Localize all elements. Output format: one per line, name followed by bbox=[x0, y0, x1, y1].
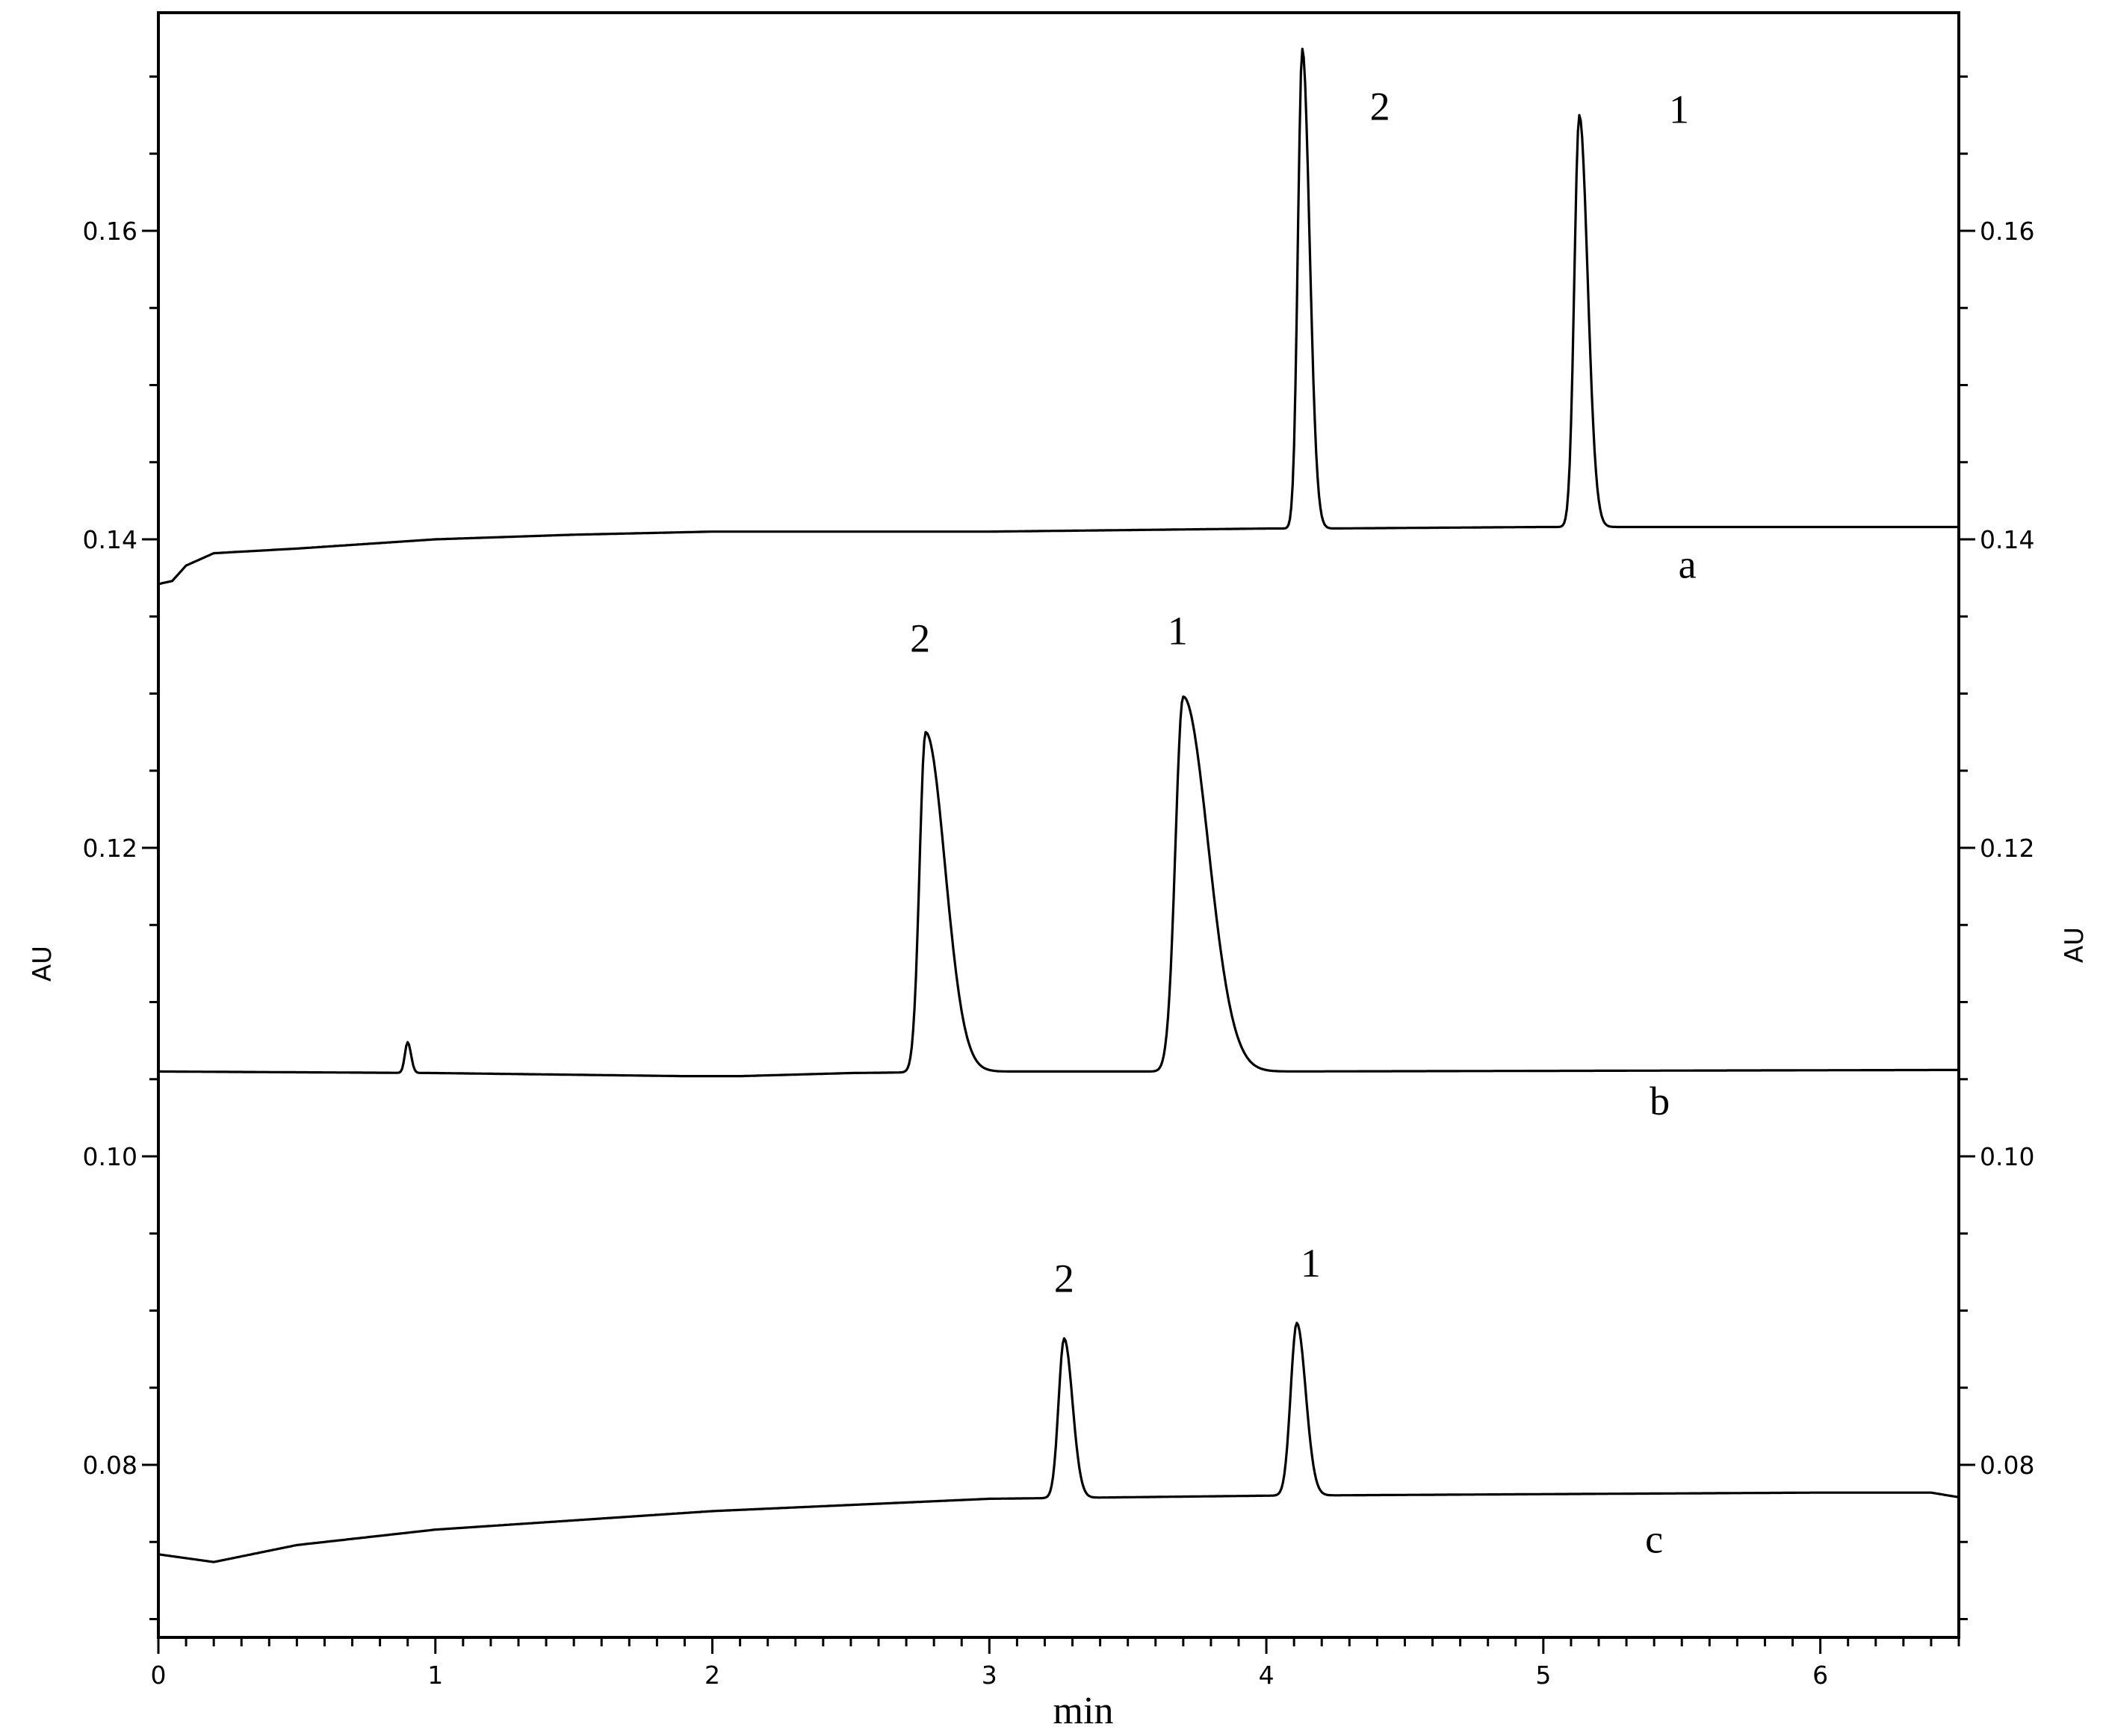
peak-number-label: 1 bbox=[1301, 1241, 1321, 1286]
peak-number-label: 1 bbox=[1168, 608, 1188, 653]
trace-a bbox=[158, 47, 1959, 586]
x-axis-title: min bbox=[1053, 1690, 1114, 1732]
labels: 0 1 2 3 4 5 6 0.08 0.10 0.12 0.14 0.16 0.08 0.10 0.12 0… bbox=[83, 84, 2035, 1690]
peak-number-label: 2 bbox=[1370, 84, 1390, 128]
trace-c bbox=[158, 1321, 1960, 1563]
peak-number-label: 2 bbox=[910, 616, 930, 661]
x-tick-label: 0 bbox=[151, 1661, 167, 1690]
y-left-tick-label: 0.14 bbox=[83, 525, 137, 554]
y-axis-title-right: AU bbox=[2060, 927, 2090, 963]
x-tick-label: 5 bbox=[1535, 1661, 1551, 1690]
y-right-tick-label: 0.12 bbox=[1980, 834, 2034, 863]
peak-number-label: 2 bbox=[1054, 1256, 1074, 1301]
y-left-tick-label: 0.08 bbox=[83, 1451, 137, 1480]
trace-label-c: c bbox=[1645, 1517, 1663, 1562]
traces bbox=[158, 47, 1960, 1563]
y-right-tick-label: 0.16 bbox=[1980, 217, 2034, 246]
y-right-tick-label: 0.10 bbox=[1980, 1142, 2034, 1171]
y-left-tick-label: 0.10 bbox=[83, 1142, 137, 1171]
peak-number-label: 1 bbox=[1669, 87, 1689, 131]
y-right-tick-label: 0.08 bbox=[1980, 1451, 2034, 1480]
y-left-tick-label: 0.16 bbox=[83, 217, 137, 246]
trace-b bbox=[158, 695, 1959, 1078]
trace-label-b: b bbox=[1650, 1079, 1670, 1123]
x-tick-label: 6 bbox=[1812, 1661, 1828, 1690]
x-tick-label: 1 bbox=[427, 1661, 443, 1690]
x-tick-label: 3 bbox=[982, 1661, 997, 1690]
trace-label-a: a bbox=[1679, 542, 1697, 587]
x-tick-label: 2 bbox=[704, 1661, 720, 1690]
y-axis-title-left: AU bbox=[28, 946, 58, 982]
y-left-tick-label: 0.12 bbox=[83, 834, 137, 863]
y-right-tick-label: 0.14 bbox=[1980, 525, 2034, 554]
x-tick-label: 4 bbox=[1259, 1661, 1275, 1690]
plot-frame bbox=[157, 11, 1960, 1639]
